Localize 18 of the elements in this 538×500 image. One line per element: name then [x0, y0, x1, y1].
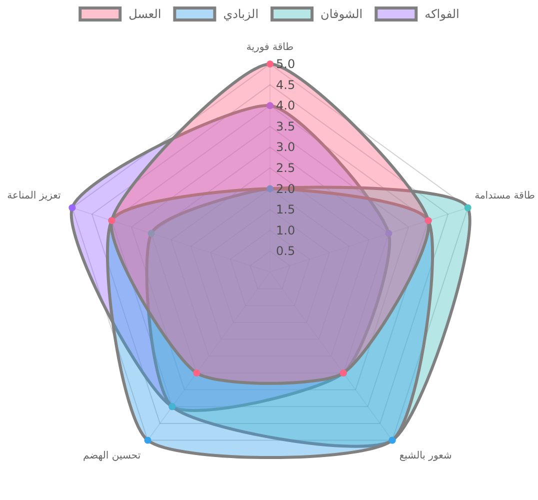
tick-label: 3.0	[276, 140, 296, 154]
category-label: تحسين الهضم	[82, 450, 141, 462]
legend-label: الفواكه	[424, 7, 460, 21]
tick-label: 1.5	[276, 202, 296, 217]
tick-label: 5.0	[276, 57, 296, 71]
tick-label: 0.5	[276, 244, 296, 258]
tick-label: 1.0	[276, 223, 296, 238]
tick-label: 4.5	[276, 78, 296, 92]
tick-label: 3.5	[276, 119, 296, 134]
category-label: طاقة فورية	[246, 42, 294, 53]
tick-label: 2.5	[276, 161, 296, 175]
legend-label: الشوفان	[320, 7, 363, 21]
legend-label: العسل	[128, 7, 162, 21]
category-label: طاقة مستدامة	[474, 190, 535, 202]
tick-label: 4.0	[276, 98, 296, 113]
legend-label: الزبادي	[223, 7, 259, 21]
category-label: تعزيز المناعة	[7, 190, 61, 202]
category-label: شعور بالشبع	[399, 450, 452, 462]
